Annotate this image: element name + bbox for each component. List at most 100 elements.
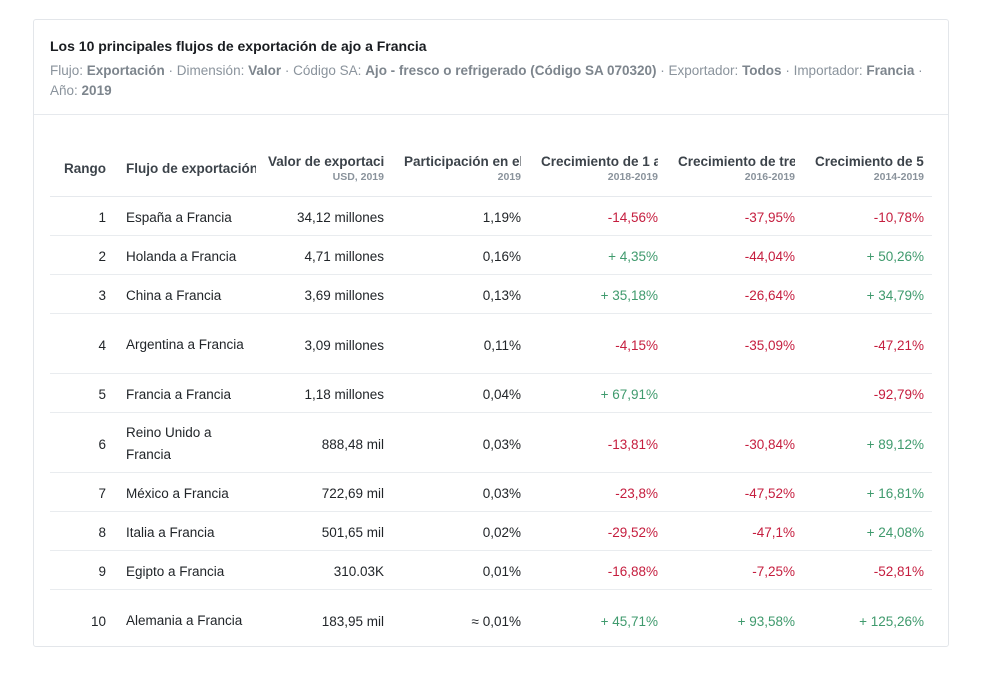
- cell-growth-1y: -4,15%: [615, 337, 658, 353]
- codigo-label: Código SA:: [293, 63, 362, 78]
- header-export-value-title: Valor de exportación: [268, 154, 384, 170]
- table-row[interactable]: 7 México a Francia 722,69 mil 0,03% -23,8% -4…: [50, 472, 932, 511]
- cell-flow: Italia a Francia: [126, 524, 215, 540]
- header-growth-3y[interactable]: Crecimiento de tres años 2016-2019: [666, 132, 803, 196]
- table-row[interactable]: 10 Alemania a Francia 183,95 mil ≈ 0,01% + 4…: [50, 589, 932, 649]
- cell-growth-1y: -29,52%: [607, 525, 658, 540]
- cell-growth-5y: -47,21%: [873, 337, 924, 353]
- cell-export-value: 310.03K: [333, 564, 384, 579]
- table-row[interactable]: 3 China a Francia 3,69 millones 0,13% + 35,1…: [50, 274, 932, 313]
- table-row[interactable]: 4 Argentina a Francia 3,09 millones 0,11% -4…: [50, 313, 932, 373]
- header-export-value-sub: USD, 2019: [332, 171, 384, 184]
- flujo-label: Flujo:: [50, 63, 84, 78]
- header-growth-1y-sub: 2018-2019: [607, 171, 658, 184]
- cell-flow: España a Francia: [126, 209, 232, 225]
- header-market-share-title: Participación en el mercado: [404, 154, 521, 170]
- cell-flow: Argentina a Francia: [126, 337, 244, 352]
- cell-rank: 9: [98, 564, 106, 579]
- cell-market-share: 0,01%: [482, 564, 521, 579]
- cell-rank: 5: [98, 387, 106, 402]
- header-flow-title: Flujo de exportación: [126, 161, 256, 177]
- table-header-row: Rango Flujo de exportación Valor de expo…: [50, 132, 932, 196]
- cell-growth-3y: -47,52%: [744, 486, 795, 501]
- cell-growth-3y: -7,25%: [752, 564, 795, 579]
- cell-export-value: 4,71 millones: [304, 249, 384, 264]
- cell-export-value: 722,69 mil: [321, 486, 384, 501]
- cell-rank: 10: [90, 613, 106, 629]
- cell-growth-1y: + 67,91%: [600, 387, 658, 402]
- header-growth-5y-title: Crecimiento de 5 años: [815, 154, 924, 170]
- cell-growth-5y: -10,78%: [873, 210, 924, 225]
- cell-growth-1y: + 45,71%: [600, 613, 658, 629]
- table-row[interactable]: 6 Reino Unido a Francia 888,48 mil 0,03% -13…: [50, 412, 932, 472]
- exportador-label: Exportador:: [668, 63, 739, 78]
- cell-growth-1y: -23,8%: [615, 486, 658, 501]
- cell-flow: Alemania a Francia: [126, 613, 243, 629]
- cell-export-value: 888,48 mil: [321, 436, 384, 452]
- header-growth-3y-title: Crecimiento de tres años: [678, 154, 795, 170]
- codigo-value: Ajo - fresco o refrigerado (Código SA 07…: [365, 63, 657, 78]
- cell-growth-5y: + 34,79%: [866, 288, 924, 303]
- header-growth-1y-title: Crecimiento de 1 año: [541, 154, 658, 170]
- cell-rank: 3: [98, 288, 106, 303]
- table-row[interactable]: 9 Egipto a Francia 310.03K 0,01% -16,88% -7,2…: [50, 550, 932, 589]
- cell-market-share: 0,13%: [482, 288, 521, 303]
- cell-growth-5y: + 16,81%: [866, 486, 924, 501]
- header-growth-5y[interactable]: Crecimiento de 5 años 2014-2019: [803, 132, 932, 196]
- header-export-value[interactable]: Valor de exportación USD, 2019: [256, 132, 392, 196]
- table-row[interactable]: 1 España a Francia 34,12 millones 1,19% -14,…: [50, 196, 932, 235]
- cell-market-share: 0,03%: [482, 486, 521, 501]
- cell-growth-5y: + 125,26%: [859, 613, 924, 629]
- cell-market-share: 0,03%: [482, 436, 521, 452]
- header-growth-1y[interactable]: Crecimiento de 1 año 2018-2019: [529, 132, 666, 196]
- cell-growth-3y: -37,95%: [744, 210, 795, 225]
- header-growth-3y-sub: 2016-2019: [744, 171, 795, 184]
- exportador-value: Todos: [742, 63, 782, 78]
- cell-growth-1y: -16,88%: [607, 564, 658, 579]
- table-row[interactable]: 5 Francia a Francia 1,18 millones 0,04% + 67…: [50, 373, 932, 412]
- cell-flow: Egipto a Francia: [126, 563, 225, 579]
- cell-market-share: 0,16%: [482, 249, 521, 264]
- cell-market-share: 1,19%: [482, 210, 521, 225]
- cell-growth-3y: -30,84%: [744, 436, 795, 452]
- cell-export-value: 1,18 millones: [304, 387, 384, 402]
- header-market-share[interactable]: Participación en el mercado 2019: [392, 132, 529, 196]
- cell-flow: China a Francia: [126, 287, 222, 303]
- anio-label: Año:: [50, 83, 78, 98]
- trade-flows-card: Los 10 principales flujos de exportación…: [33, 19, 949, 647]
- cell-market-share: 0,11%: [483, 337, 521, 353]
- table-row[interactable]: 2 Holanda a Francia 4,71 millones 0,16% + 4,…: [50, 235, 932, 274]
- dimension-label: Dimensión:: [176, 63, 245, 78]
- cell-growth-3y: -47,1%: [752, 525, 795, 540]
- cell-flow: México a Francia: [126, 485, 229, 501]
- cell-growth-5y: + 89,12%: [866, 436, 924, 452]
- dimension-value: Valor: [248, 63, 282, 78]
- cell-rank: 2: [98, 249, 106, 264]
- cell-export-value: 34,12 millones: [296, 210, 384, 225]
- cell-growth-3y: -35,09%: [744, 337, 795, 353]
- cell-growth-1y: -13,81%: [607, 436, 658, 452]
- cell-market-share: 0,04%: [482, 387, 521, 402]
- header-flow[interactable]: Flujo de exportación: [120, 132, 256, 196]
- header-rank[interactable]: Rango: [50, 132, 120, 196]
- cell-rank: 7: [98, 486, 106, 501]
- header-rank-title: Rango: [64, 161, 106, 177]
- anio-value: 2019: [81, 83, 112, 98]
- header-market-share-sub: 2019: [497, 171, 521, 184]
- cell-growth-3y: [666, 373, 803, 412]
- cell-export-value: 501,65 mil: [321, 525, 384, 540]
- cell-rank: 1: [98, 210, 106, 225]
- flujo-value: Exportación: [86, 63, 165, 78]
- cell-growth-1y: -14,56%: [607, 210, 658, 225]
- table-row[interactable]: 8 Italia a Francia 501,65 mil 0,02% -29,52% -…: [50, 511, 932, 550]
- importador-label: Importador:: [793, 63, 863, 78]
- cell-growth-3y: -26,64%: [744, 288, 795, 303]
- table-body: 1 España a Francia 34,12 millones 1,19% -14,…: [50, 196, 932, 649]
- cell-growth-3y: + 93,58%: [737, 613, 795, 629]
- cell-growth-5y: -52,81%: [873, 564, 924, 579]
- header-growth-5y-sub: 2014-2019: [873, 171, 924, 184]
- cell-market-share: 0,02%: [482, 525, 521, 540]
- cell-growth-1y: + 35,18%: [600, 288, 658, 303]
- cell-rank: 6: [98, 436, 106, 452]
- cell-export-value: 3,69 millones: [304, 288, 384, 303]
